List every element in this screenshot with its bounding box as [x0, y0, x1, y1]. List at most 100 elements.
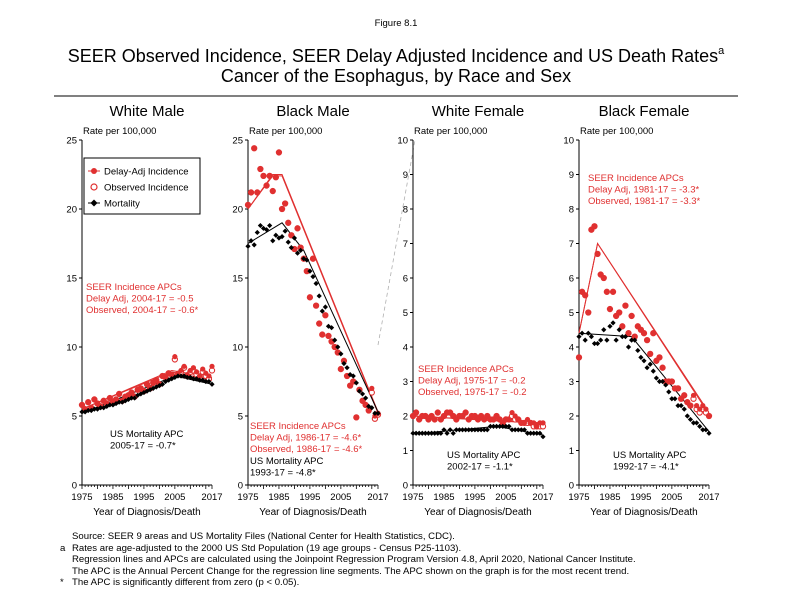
mortality-point: [487, 423, 493, 429]
mortality-point: [675, 403, 681, 409]
delay-adj-incidence-point: [369, 385, 375, 391]
mortality-point: [647, 361, 653, 367]
delay-adj-incidence-point: [441, 413, 447, 419]
x-tick-label: 1995: [630, 492, 651, 503]
mortality-point: [681, 406, 687, 412]
delay-adj-incidence-point: [490, 416, 497, 423]
delay-adj-incidence-point: [273, 174, 279, 180]
delay-adj-incidence-point: [613, 313, 619, 319]
trend-line-delay-adjusted: [247, 174, 379, 413]
delay-adj-incidence-point: [260, 173, 267, 179]
mortality-point: [193, 376, 200, 382]
y-tick-label: 6: [569, 274, 574, 285]
delay-adj-incidence-point: [438, 416, 444, 423]
delay-adj-incidence-point: [313, 303, 319, 309]
x-tick-label: 1975: [237, 492, 258, 503]
delay-adj-incidence-point: [359, 398, 366, 404]
title-superscript: a: [718, 45, 725, 57]
mortality-point: [518, 427, 524, 433]
legend-box: [83, 157, 201, 215]
mortality-point: [359, 391, 366, 397]
mortality-point: [356, 388, 363, 394]
mortality-point: [279, 234, 285, 240]
mortality-point: [187, 374, 193, 380]
delay-adj-incidence-point: [697, 406, 703, 412]
x-tick-label: 1995: [299, 492, 320, 503]
mortality-point: [116, 399, 122, 405]
mortality-point: [347, 372, 353, 378]
mortality-point: [288, 245, 294, 251]
delay-adj-incidence-point: [432, 416, 438, 423]
x-tick-label: 2017: [367, 492, 388, 503]
panel: Black Female Rate per 100,000 0 1 2 3 4 5 6 7 8 9 10…: [563, 103, 719, 518]
delay-adj-incidence-point: [162, 374, 169, 380]
mortality-point: [635, 347, 641, 354]
delay-adj-incidence-point: [635, 323, 641, 329]
mortality-point: [540, 434, 546, 440]
mortality-point: [338, 351, 344, 357]
mortality-point: [672, 396, 678, 402]
mortality-point: [190, 376, 197, 382]
delay-adj-incidence-point: [459, 413, 466, 419]
delay-adj-incidence-point: [497, 416, 503, 423]
y-tick-label: 25: [66, 136, 77, 147]
y-axis-label: Rate per 100,000: [249, 126, 322, 137]
delay-adj-incidence-point: [251, 145, 257, 151]
mortality-point: [97, 405, 104, 411]
x-tick-label: 1985: [433, 492, 454, 503]
delay-adj-incidence-point: [647, 351, 653, 357]
delay-adj-incidence-point: [347, 383, 353, 389]
panel-title: Black Male: [276, 103, 349, 120]
y-tick-label: 1: [569, 446, 574, 457]
delay-adj-incidence-point: [466, 416, 472, 423]
delay-adj-incidence-point: [79, 402, 85, 408]
mortality-point: [88, 407, 94, 414]
delay-adj-incidence-point: [619, 323, 625, 329]
mortality-point: [625, 344, 632, 350]
footnote-mark: a: [60, 542, 66, 554]
incidence-apc-label: SEER Incidence APCs: [250, 421, 346, 432]
delay-adj-incidence-point: [706, 413, 712, 419]
delay-adj-incidence-point: [472, 413, 478, 419]
delay-adj-incidence-point: [270, 188, 276, 194]
mortality-point: [438, 430, 444, 436]
mortality-point: [79, 409, 85, 415]
mortality-point: [497, 423, 503, 429]
y-tick-label: 1: [403, 446, 408, 457]
delay-adj-incidence-point: [616, 309, 622, 316]
legend-delay-label: Delay-Adj Incidence: [104, 167, 189, 178]
delay-adj-incidence-point: [700, 403, 706, 409]
trend-line-delay-adjusted: [578, 242, 710, 413]
delay-adj-incidence-point: [288, 232, 294, 238]
mortality-point: [650, 368, 656, 374]
delay-adj-incidence-point: [307, 294, 313, 300]
x-tick-label: 1985: [599, 492, 620, 503]
y-tick-label: 3: [403, 377, 408, 388]
mortality-point: [353, 380, 359, 386]
delay-adj-incidence-point: [675, 385, 681, 391]
panel-title: Black Female: [599, 103, 690, 120]
delay-adj-incidence-point: [681, 392, 687, 398]
delay-adj-incidence-point: [585, 309, 591, 316]
delay-adj-incidence-point: [285, 220, 291, 226]
incidence-apc-label: Observed, 2004-17 = -0.6*: [86, 305, 199, 316]
delay-adj-incidence-point: [650, 330, 656, 336]
mortality-point: [459, 427, 466, 433]
y-tick-label: 7: [403, 239, 408, 250]
mortality-point: [481, 427, 487, 433]
delay-adj-incidence-point: [197, 373, 203, 379]
mortality-point: [104, 403, 110, 409]
incidence-apc-label: Observed, 1981-17 = -3.3*: [588, 196, 701, 207]
delay-adj-incidence-point: [653, 358, 659, 364]
mortality-point: [435, 430, 441, 436]
mortality-point: [478, 427, 484, 433]
delay-adj-incidence-point: [521, 420, 528, 426]
y-axis-label: Rate per 100,000: [83, 126, 156, 137]
mortality-point: [150, 385, 156, 391]
mortality-apc-label: US Mortality APC: [110, 429, 184, 440]
mortality-point: [500, 423, 506, 429]
x-tick-label: 2005: [330, 492, 351, 503]
delay-adj-incidence-point: [91, 396, 97, 403]
y-tick-label: 10: [397, 136, 408, 147]
